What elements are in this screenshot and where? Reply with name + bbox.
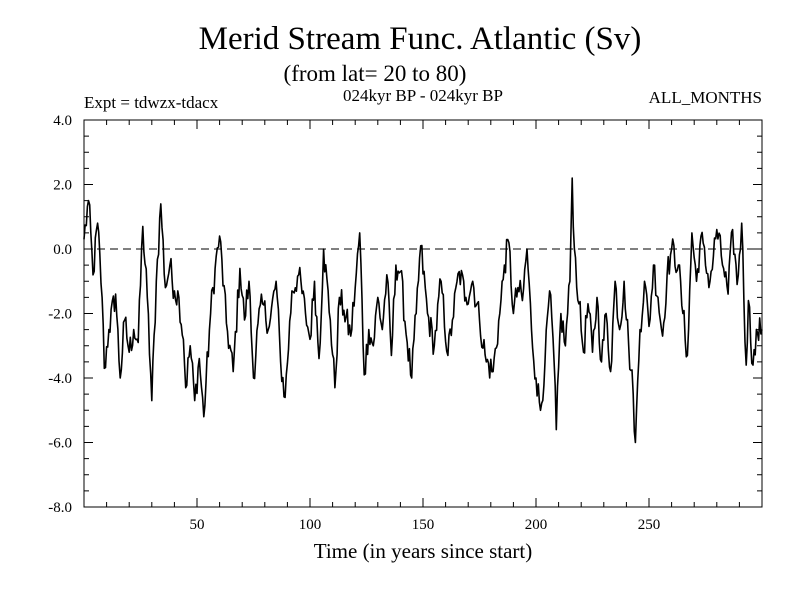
y-tick-label: -4.0 [48, 371, 72, 387]
y-tick-label: 2.0 [53, 178, 72, 194]
chart-title: Merid Stream Func. Atlantic (Sv) [199, 21, 642, 57]
chart-subtitle: (from lat= 20 to 80) [284, 61, 467, 86]
y-tick-label: -2.0 [48, 307, 72, 323]
y-tick-label: -8.0 [48, 500, 72, 516]
x-tick-label: 50 [190, 517, 205, 533]
x-tick-label: 150 [412, 517, 435, 533]
series-line [83, 177, 763, 444]
y-tick-label: -6.0 [48, 436, 72, 452]
axis-tick-labels: 50 100 150 200 250 -8.0 -6.0 -4.0 -2.0 0.0 2.0 4.0 [48, 113, 660, 533]
x-axis-label: Time (in years since start) [314, 539, 533, 563]
x-tick-label: 100 [299, 517, 322, 533]
x-tick-label: 250 [638, 517, 661, 533]
period-label: 024kyr BP - 024kyr BP [343, 86, 503, 105]
x-tick-label: 200 [525, 517, 548, 533]
months-label: ALL_MONTHS [649, 88, 762, 107]
y-tick-label: 0.0 [53, 242, 72, 258]
experiment-label: Expt = tdwzx-tdacx [84, 93, 219, 112]
axis-ticks [84, 120, 762, 507]
y-tick-label: 4.0 [53, 113, 72, 129]
plot-frame [83, 119, 763, 508]
